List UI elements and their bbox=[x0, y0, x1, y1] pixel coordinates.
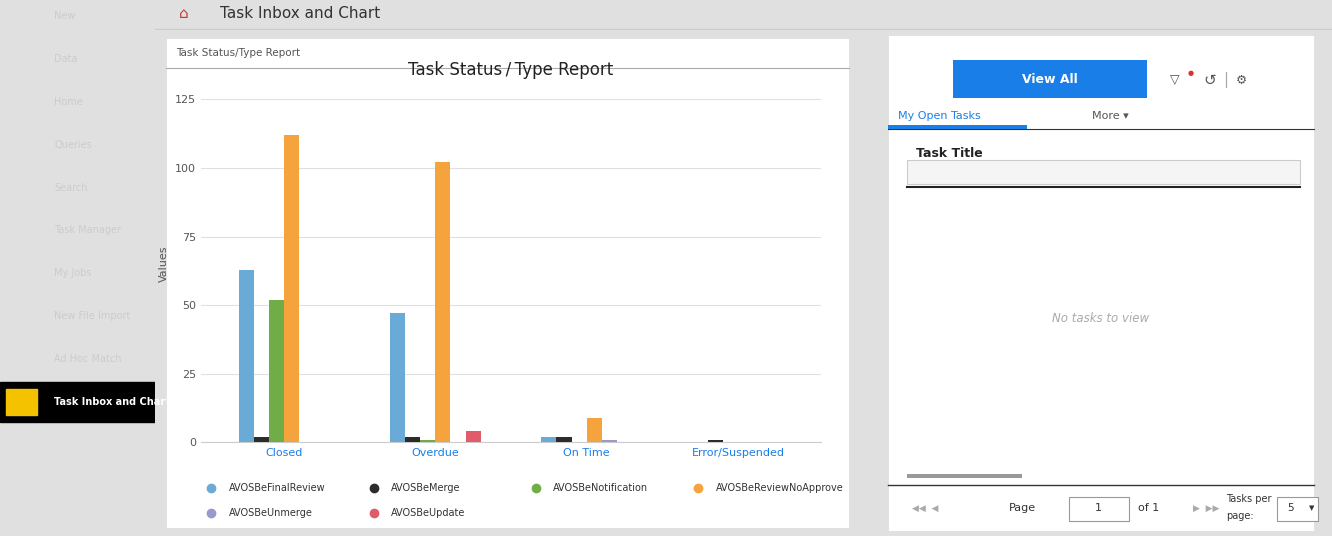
Text: 5: 5 bbox=[1287, 503, 1293, 513]
Bar bbox=[7, 389, 37, 415]
Bar bbox=[436, 162, 450, 442]
Text: New: New bbox=[55, 11, 76, 21]
Y-axis label: Values: Values bbox=[160, 246, 169, 282]
Text: ▽: ▽ bbox=[1169, 73, 1180, 86]
Title: Task Status / Type Report: Task Status / Type Report bbox=[409, 61, 614, 79]
Text: No tasks to view: No tasks to view bbox=[1052, 312, 1150, 325]
Text: Home: Home bbox=[55, 97, 83, 107]
Bar bbox=[888, 125, 1027, 129]
Text: View All: View All bbox=[1022, 73, 1078, 86]
Bar bbox=[0, 382, 155, 422]
Text: |: | bbox=[1223, 72, 1228, 87]
Text: 1: 1 bbox=[1095, 503, 1102, 513]
Bar bbox=[541, 437, 557, 442]
Bar bbox=[907, 474, 1023, 478]
Text: page:: page: bbox=[1225, 511, 1253, 521]
Text: Search: Search bbox=[55, 183, 88, 192]
Text: ●: ● bbox=[1188, 70, 1195, 76]
Text: Data: Data bbox=[55, 54, 77, 64]
Bar bbox=[557, 437, 571, 442]
Bar bbox=[254, 437, 269, 442]
Text: Queries: Queries bbox=[55, 140, 92, 150]
Text: AVOSBeUnmerge: AVOSBeUnmerge bbox=[229, 508, 313, 518]
Text: AVOSBeMerge: AVOSBeMerge bbox=[392, 483, 461, 493]
Text: of 1: of 1 bbox=[1138, 503, 1159, 513]
Bar bbox=[1068, 496, 1128, 521]
Text: ▶  ▶▶: ▶ ▶▶ bbox=[1193, 504, 1220, 512]
Text: ▼: ▼ bbox=[1308, 505, 1313, 511]
Text: Task Title: Task Title bbox=[916, 147, 983, 160]
Bar bbox=[954, 61, 1147, 98]
Text: ◀◀  ◀: ◀◀ ◀ bbox=[911, 504, 938, 512]
Text: Page: Page bbox=[1008, 503, 1036, 513]
Bar bbox=[1276, 496, 1319, 521]
Text: More ▾: More ▾ bbox=[1092, 111, 1128, 121]
Bar bbox=[269, 300, 284, 442]
Text: ⚙: ⚙ bbox=[1236, 74, 1248, 87]
Bar bbox=[238, 270, 254, 442]
Bar bbox=[586, 418, 602, 442]
Text: New File Import: New File Import bbox=[55, 311, 131, 321]
Text: Task Status/Type Report: Task Status/Type Report bbox=[176, 48, 300, 58]
Bar bbox=[390, 314, 405, 442]
Text: AVOSBeNotification: AVOSBeNotification bbox=[553, 483, 649, 493]
Text: Task Inbox and Chart: Task Inbox and Chart bbox=[55, 397, 170, 407]
Text: ⌂: ⌂ bbox=[178, 6, 188, 21]
Bar bbox=[420, 440, 436, 442]
Text: ↺: ↺ bbox=[1203, 73, 1216, 88]
Bar bbox=[284, 135, 300, 442]
Bar bbox=[405, 437, 420, 442]
Bar bbox=[707, 440, 723, 442]
Text: My Open Tasks: My Open Tasks bbox=[898, 111, 980, 121]
Bar bbox=[602, 440, 617, 442]
Text: My Jobs: My Jobs bbox=[55, 269, 92, 278]
Text: AVOSBeFinalReview: AVOSBeFinalReview bbox=[229, 483, 325, 493]
Text: Ad Hoc Match: Ad Hoc Match bbox=[55, 354, 121, 364]
Text: AVOSBeUpdate: AVOSBeUpdate bbox=[392, 508, 466, 518]
Text: AVOSBeReviewNoApprove: AVOSBeReviewNoApprove bbox=[715, 483, 843, 493]
Text: Task Inbox and Chart: Task Inbox and Chart bbox=[220, 6, 380, 21]
Bar bbox=[907, 160, 1300, 184]
Bar bbox=[466, 431, 481, 442]
Text: Tasks per: Tasks per bbox=[1225, 494, 1271, 504]
Text: Task Manager: Task Manager bbox=[55, 226, 121, 235]
